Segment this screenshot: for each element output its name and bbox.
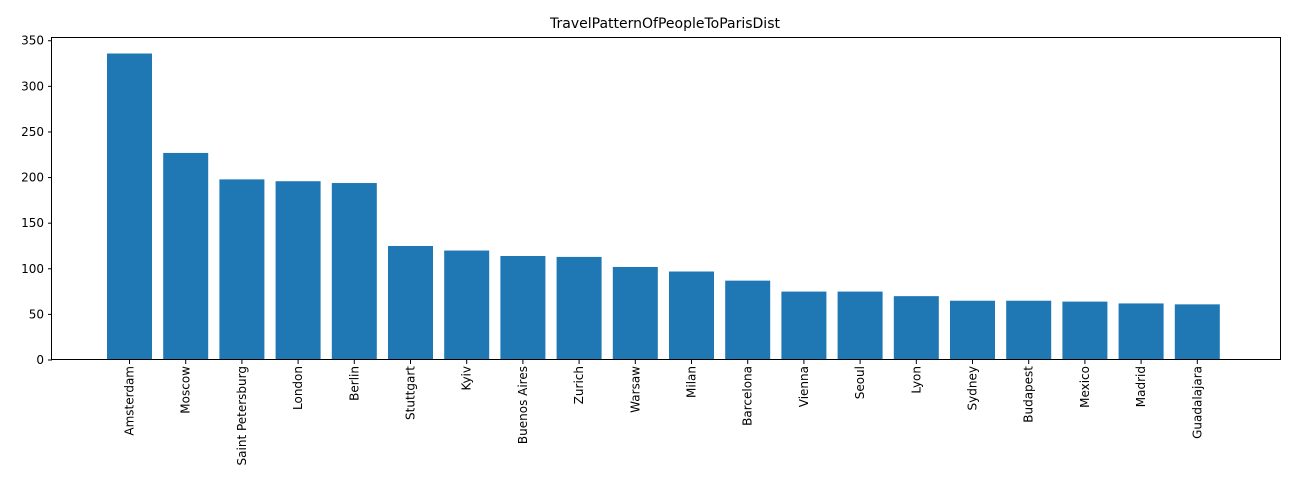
bar-budapest bbox=[1006, 300, 1052, 360]
x-tick-label: London bbox=[291, 366, 305, 410]
x-tick-label: Madrid bbox=[1134, 366, 1148, 407]
bar-buenos-aires bbox=[500, 256, 546, 360]
y-tick-label: 300 bbox=[21, 79, 44, 93]
y-tick-label: 100 bbox=[21, 262, 44, 276]
x-axis: Amsterdam Moscow Saint Petersburg London Ber… bbox=[123, 360, 1204, 465]
y-tick-label: 150 bbox=[21, 216, 44, 230]
bar-guadalajara bbox=[1174, 304, 1220, 360]
bar-kyiv bbox=[444, 250, 490, 360]
y-tick-label: 200 bbox=[21, 171, 44, 185]
x-tick-label: Moscow bbox=[179, 366, 193, 414]
bars-group bbox=[107, 53, 1220, 360]
bar-seoul bbox=[837, 291, 883, 360]
x-tick-label: Amsterdam bbox=[123, 366, 137, 436]
x-tick-label: Seoul bbox=[853, 366, 867, 399]
plot-frame bbox=[51, 37, 1281, 360]
x-tick-label: Warsaw bbox=[628, 366, 642, 413]
x-tick-label: Barcelona bbox=[741, 366, 755, 426]
x-tick-label: Stuttgart bbox=[404, 366, 418, 420]
y-tick-label: 250 bbox=[21, 125, 44, 139]
bar-amsterdam bbox=[107, 53, 152, 360]
x-tick-label: Budapest bbox=[1022, 366, 1036, 423]
bar-warsaw bbox=[612, 266, 658, 360]
x-tick-label: Guadalajara bbox=[1190, 366, 1204, 439]
x-tick-label: Mexico bbox=[1078, 366, 1092, 408]
bar-mexico bbox=[1062, 301, 1108, 360]
bar-london bbox=[275, 181, 321, 360]
bar-moscow bbox=[163, 152, 209, 360]
bar-lyon bbox=[893, 296, 939, 360]
chart-title: TravelPatternOfPeopleToParisDist bbox=[549, 16, 780, 32]
bar-vienna bbox=[781, 291, 827, 360]
x-tick-label: Saint Petersburg bbox=[235, 366, 249, 465]
x-tick-label: Milan bbox=[685, 366, 699, 398]
x-tick-label: Berlin bbox=[347, 366, 361, 401]
bar-saint-petersburg bbox=[219, 179, 265, 360]
bar-madrid bbox=[1118, 303, 1164, 360]
y-tick-label: 350 bbox=[21, 34, 44, 48]
y-tick-label: 50 bbox=[29, 307, 44, 321]
y-axis: 0 50 100 150 200 250 300 350 bbox=[21, 34, 52, 367]
bar-berlin bbox=[331, 183, 377, 360]
x-tick-label: Sydney bbox=[966, 366, 980, 410]
x-tick-label: Buenos Aires bbox=[516, 366, 530, 444]
x-tick-label: Vienna bbox=[797, 366, 811, 407]
bar-zurich bbox=[556, 256, 602, 360]
bar-barcelona bbox=[725, 280, 771, 360]
y-tick-label: 0 bbox=[36, 353, 44, 367]
bar-sydney bbox=[950, 300, 995, 360]
x-tick-label: Zurich bbox=[572, 366, 586, 404]
x-tick-label: Lyon bbox=[909, 366, 923, 394]
bar-milan bbox=[669, 271, 714, 360]
x-tick-label: Kyiv bbox=[460, 366, 474, 391]
bar-stuttgart bbox=[388, 245, 433, 360]
